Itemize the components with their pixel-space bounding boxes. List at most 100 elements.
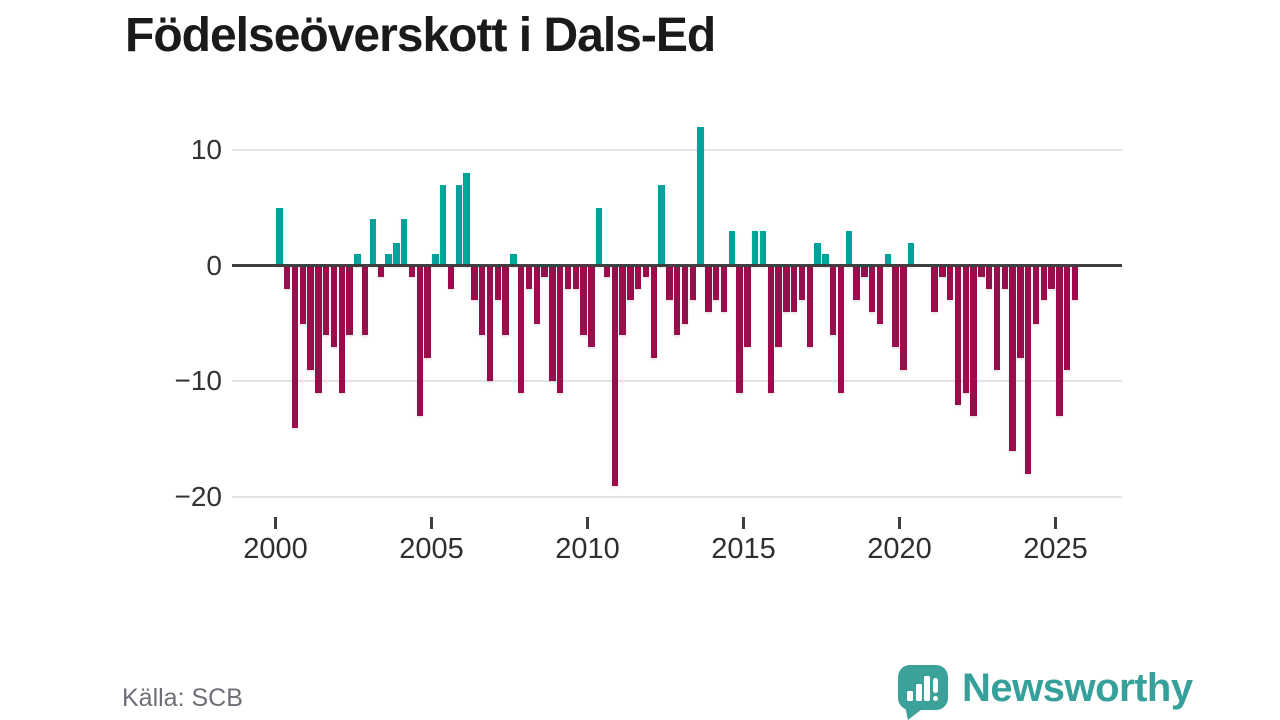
x-axis-tick-label: 2025 (1023, 533, 1088, 565)
bar (970, 265, 977, 417)
zero-baseline (232, 264, 1122, 268)
bar (400, 219, 408, 266)
bar (853, 265, 860, 301)
bar (556, 265, 564, 393)
bar (369, 219, 377, 266)
bar (455, 184, 463, 266)
bar (299, 265, 307, 324)
bar (276, 207, 283, 266)
brand-name: Newsworthy (962, 666, 1193, 710)
bar (642, 265, 650, 278)
bar (837, 265, 845, 393)
y-axis-tick-label: 10 (190, 134, 222, 165)
bar (751, 230, 759, 266)
bar (673, 265, 681, 336)
bar (1040, 265, 1048, 301)
bar (892, 265, 899, 347)
bar (603, 265, 611, 278)
x-axis-tick-mark (430, 517, 433, 529)
x-axis-tick-mark (742, 517, 745, 529)
bar (962, 265, 970, 393)
bar (1071, 265, 1079, 301)
bar (525, 265, 533, 289)
bar (432, 254, 439, 266)
x-axis-tick-mark (586, 517, 589, 529)
bar (744, 265, 751, 347)
y-axis-tick-label: −20 (174, 481, 223, 513)
bar (611, 265, 619, 486)
y-axis-tick-label: −10 (174, 365, 223, 397)
bar (486, 265, 494, 382)
bar (322, 265, 330, 336)
bar (946, 265, 954, 301)
bar (1048, 265, 1055, 289)
bar (619, 265, 626, 336)
bar (658, 184, 665, 266)
x-axis-tick-mark (1054, 517, 1057, 529)
chart-title: Födelseöverskott i Dals-Ed (125, 9, 716, 62)
bar (666, 265, 673, 301)
bar (876, 265, 884, 324)
gridline (232, 380, 1122, 383)
bar-chart-icon (907, 673, 941, 701)
bar (517, 265, 525, 393)
bar (377, 265, 385, 278)
bar (689, 265, 697, 301)
bar (1032, 265, 1040, 324)
bar (736, 265, 743, 393)
bar (829, 265, 837, 336)
y-axis-tick-label: 0 (206, 249, 222, 281)
x-axis-tick-mark (274, 517, 277, 529)
bar (283, 265, 291, 289)
bar (720, 265, 728, 312)
newsworthy-logo: Newsworthy (898, 664, 1193, 720)
logo-bar-tall (924, 676, 930, 701)
bar (900, 265, 907, 370)
bar (993, 265, 1001, 370)
logo-bar-small (907, 691, 913, 701)
bar (385, 254, 392, 266)
bar (1017, 265, 1024, 359)
bar (681, 265, 689, 324)
bar (1056, 265, 1063, 417)
bar (1063, 265, 1071, 370)
bar (712, 265, 720, 301)
bar (510, 254, 517, 266)
bar (705, 265, 712, 312)
bar (627, 265, 634, 301)
bar (783, 265, 790, 312)
bar (354, 254, 361, 266)
speech-bubble-icon (898, 665, 948, 710)
bar (845, 230, 853, 266)
bar (595, 207, 603, 266)
bar (634, 265, 642, 289)
bar (393, 242, 400, 266)
bar (424, 265, 431, 359)
bar (775, 265, 782, 347)
bar (494, 265, 502, 301)
bar (650, 265, 658, 359)
bar (346, 265, 353, 336)
bar (541, 265, 548, 278)
exclamation-icon (932, 675, 938, 701)
bar (291, 265, 299, 428)
bar (533, 265, 541, 324)
x-axis-tick-label: 2000 (243, 533, 308, 565)
bar (697, 126, 704, 266)
bar (1024, 265, 1032, 474)
bar (338, 265, 346, 393)
bar (478, 265, 486, 336)
bar (822, 254, 829, 266)
x-axis-tick-mark (898, 517, 901, 529)
bar (416, 265, 424, 417)
logo-bar-medium (915, 684, 922, 701)
bar (868, 265, 876, 312)
bar (985, 265, 993, 289)
bar (884, 254, 892, 266)
bar (572, 265, 580, 289)
bar (954, 265, 962, 405)
bar (939, 265, 946, 278)
bar (1009, 265, 1016, 451)
